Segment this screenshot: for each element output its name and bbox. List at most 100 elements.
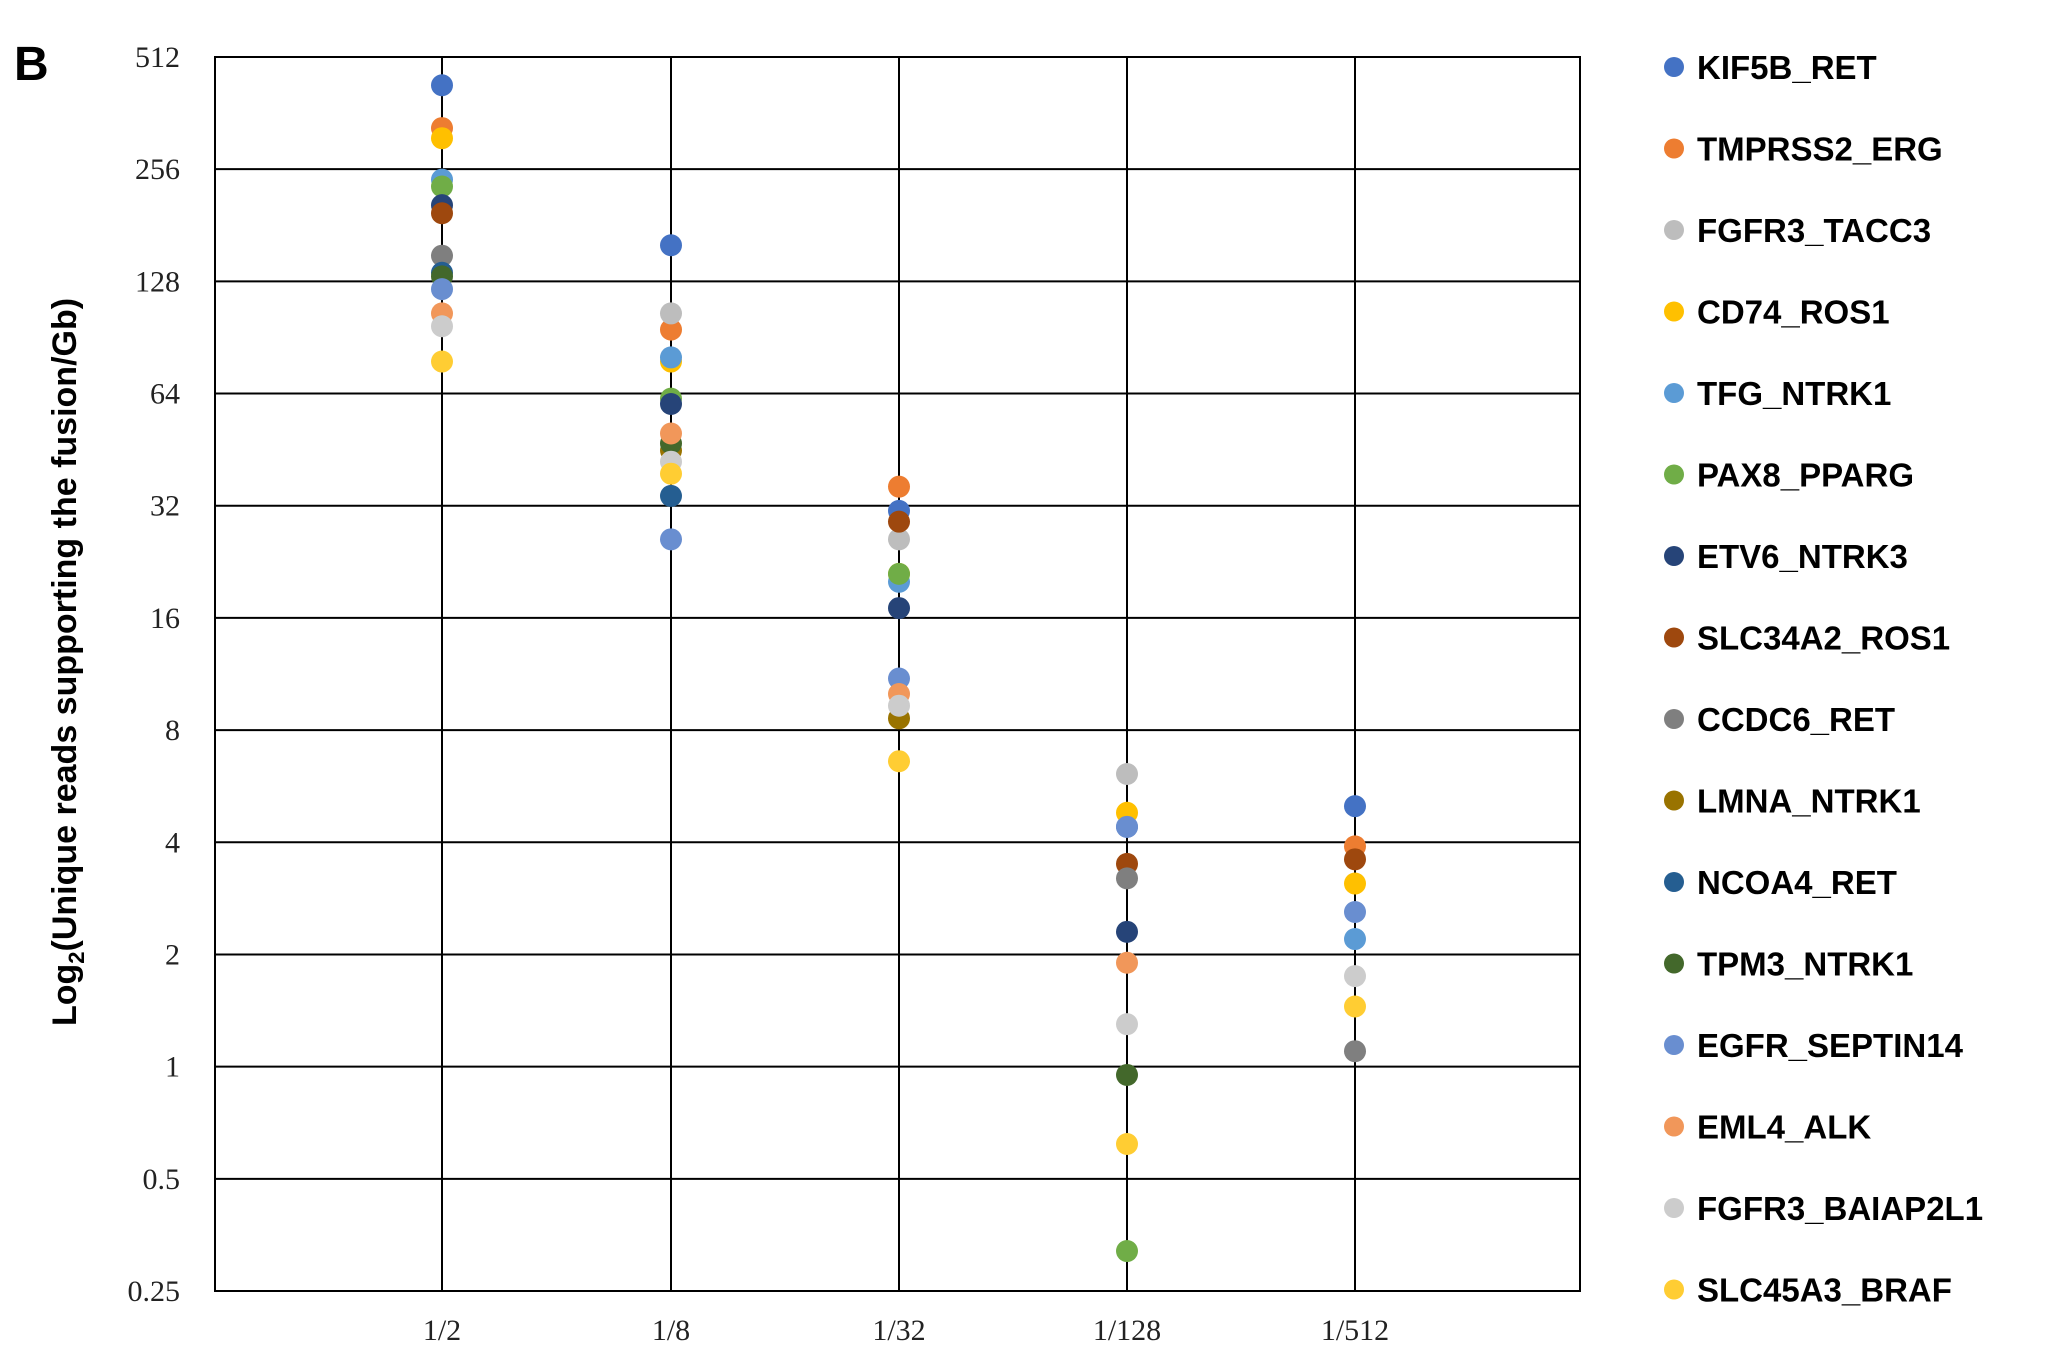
data-point [660, 302, 682, 325]
data-points [431, 74, 1366, 1263]
legend-marker [1664, 953, 1684, 974]
data-point [1344, 872, 1366, 895]
y-tick-label: 256 [135, 153, 180, 186]
legend-label: TMPRSS2_ERG [1697, 131, 1943, 168]
data-point [888, 562, 910, 585]
y-tick-label: 1 [165, 1051, 180, 1084]
data-point [888, 694, 910, 717]
data-point [1116, 1133, 1138, 1156]
data-point [431, 127, 453, 150]
data-point [1116, 762, 1138, 785]
y-tick-label: 0.25 [128, 1275, 181, 1308]
panel-label: B [14, 38, 49, 91]
x-tick-label: 1/512 [1321, 1314, 1389, 1347]
legend-marker [1664, 1116, 1684, 1137]
legend-marker [1664, 301, 1684, 322]
y-axis-title-rest: (Unique reads supporting the fusion/Gb) [46, 298, 84, 952]
y-axis-title: Log2(Unique reads supporting the fusion/… [46, 298, 89, 1026]
data-point [431, 278, 453, 301]
data-point [1344, 928, 1366, 951]
legend-label: KIF5B_RET [1697, 49, 1877, 86]
data-point [1116, 1013, 1138, 1036]
data-point [888, 528, 910, 551]
data-point [660, 346, 682, 369]
y-axis-title-log: Log [46, 964, 84, 1026]
data-point [1116, 920, 1138, 943]
data-point [1344, 995, 1366, 1018]
data-point [431, 244, 453, 267]
legend-marker [1664, 627, 1684, 648]
legend-label: SLC45A3_BRAF [1697, 1272, 1952, 1309]
data-point [660, 462, 682, 485]
data-point [660, 234, 682, 257]
x-tick-label: 1/2 [423, 1314, 461, 1347]
legend-label: TFG_NTRK1 [1697, 375, 1891, 412]
legend-marker [1664, 709, 1684, 729]
legend-marker [1664, 872, 1684, 892]
legend: KIF5B_RET TMPRSS2_ERG FGFR3_TACC3 CD74_ROS1… [1664, 49, 1983, 1309]
data-point [431, 350, 453, 373]
legend-marker [1664, 546, 1684, 566]
y-axis-title-subscript: 2 [64, 951, 89, 963]
legend-label: FGFR3_BAIAP2L1 [1697, 1190, 1983, 1227]
legend-label: SLC34A2_ROS1 [1697, 620, 1950, 657]
data-point [888, 750, 910, 773]
data-point [1116, 951, 1138, 974]
legend-marker [1664, 790, 1684, 811]
data-point [888, 510, 910, 533]
data-point [1344, 848, 1366, 871]
data-point [1116, 1063, 1138, 1086]
data-point [1116, 867, 1138, 890]
data-point [888, 597, 910, 620]
legend-label: PAX8_PPARG [1697, 457, 1914, 494]
x-tick-label: 1/128 [1093, 1314, 1161, 1347]
legend-marker [1664, 383, 1684, 403]
data-point [660, 484, 682, 507]
legend-label: EGFR_SEPTIN14 [1697, 1027, 1964, 1064]
data-point [660, 528, 682, 551]
data-point [888, 667, 910, 690]
legend-label: CCDC6_RET [1697, 701, 1895, 738]
y-tick-label: 8 [165, 714, 180, 747]
data-point [660, 392, 682, 415]
data-point [660, 422, 682, 445]
legend-marker [1664, 138, 1684, 159]
data-point [1344, 965, 1366, 988]
y-tick-label: 4 [165, 826, 180, 859]
x-tick-label: 1/8 [652, 1314, 690, 1347]
x-tick-label: 1/32 [872, 1314, 925, 1347]
x-tick-labels: 1/2 1/8 1/32 1/128 1/512 [423, 1314, 1389, 1347]
y-tick-label: 128 [135, 265, 180, 298]
legend-marker [1664, 1279, 1684, 1300]
legend-label: NCOA4_RET [1697, 864, 1897, 901]
data-point [1344, 900, 1366, 923]
legend-marker [1664, 1035, 1684, 1055]
data-point [431, 74, 453, 97]
y-tick-label: 0.5 [143, 1163, 181, 1196]
legend-label: EML4_ALK [1697, 1109, 1871, 1146]
data-point [1344, 795, 1366, 818]
legend-label: FGFR3_TACC3 [1697, 212, 1931, 249]
data-point [660, 318, 682, 341]
legend-marker [1664, 220, 1684, 240]
data-point [888, 475, 910, 498]
y-tick-label: 64 [150, 378, 180, 411]
data-point [1116, 1240, 1138, 1263]
y-tick-label: 2 [165, 938, 180, 971]
data-point [1344, 1040, 1366, 1063]
y-tick-label: 32 [150, 490, 180, 523]
legend-marker [1664, 57, 1684, 77]
data-point [1116, 815, 1138, 838]
data-point [431, 175, 453, 198]
legend-label: ETV6_NTRK3 [1697, 538, 1908, 575]
data-point [431, 315, 453, 338]
y-tick-label: 512 [135, 41, 180, 74]
y-tick-labels: 512 256 128 64 32 16 8 4 2 1 0.5 0.25 [128, 41, 181, 1308]
legend-marker [1664, 1198, 1684, 1218]
legend-label: TPM3_NTRK1 [1697, 946, 1913, 983]
legend-label: CD74_ROS1 [1697, 294, 1890, 331]
data-point [431, 202, 453, 225]
legend-marker [1664, 464, 1684, 485]
legend-label: LMNA_NTRK1 [1697, 783, 1921, 820]
